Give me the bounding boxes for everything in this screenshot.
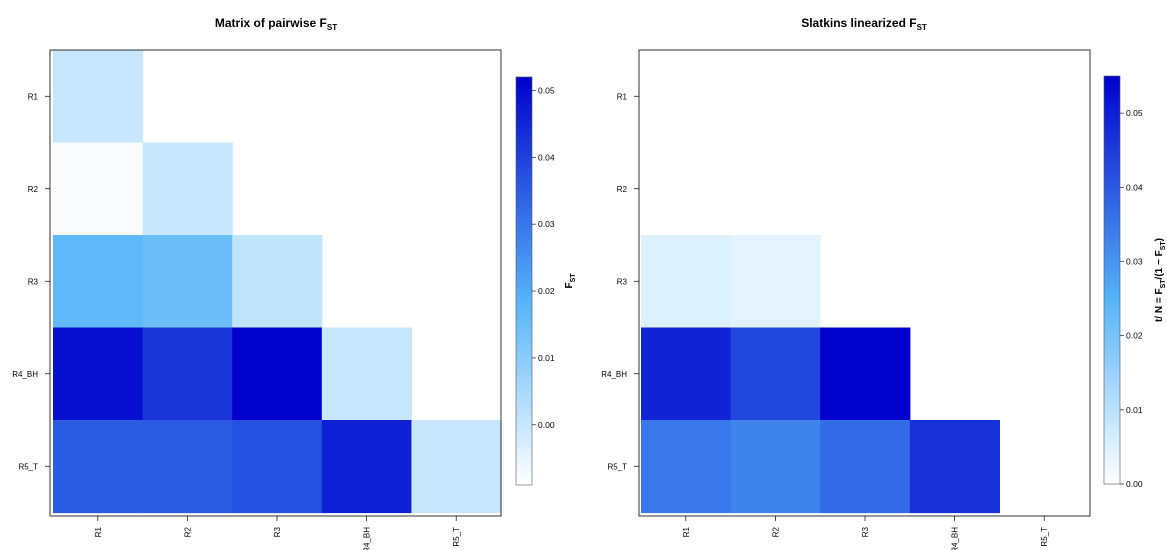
colorbar-tick-label: 0.01 <box>538 353 555 363</box>
heatmap-cell <box>820 420 911 514</box>
x-tick-label: R4_BH <box>363 527 372 550</box>
colorbar <box>515 76 533 486</box>
x-tick-label: R1 <box>682 526 691 537</box>
heatmap-cell <box>730 420 821 514</box>
y-tick-label: R3 <box>617 277 628 286</box>
heatmap-cell <box>232 327 323 421</box>
heatmap-cell <box>321 327 412 421</box>
heatmap-cell <box>53 142 144 236</box>
chart-title: Slatkins linearized FST <box>801 16 927 32</box>
colorbar-ticks: 0.00 0.01 0.02 0.03 0.04 0.05 <box>1120 108 1143 489</box>
heatmap-cell <box>142 327 233 421</box>
heatmap-cell <box>909 420 1000 514</box>
heatmap-cell <box>232 235 323 329</box>
y-tick-label: R3 <box>28 277 39 286</box>
heatmap-cells <box>53 50 502 514</box>
heatmap-cell <box>142 420 233 514</box>
heatmap-cell <box>730 327 821 421</box>
heatmap-cell <box>53 235 144 329</box>
colorbar-title: FST <box>564 273 577 289</box>
y-tick-label: R4_BH <box>601 370 627 379</box>
x-tick-label: R2 <box>771 526 780 537</box>
axis-ticks: R1 R2 R3 R4_BH R5_T R1 R2 R3 R4_BH R5_T <box>601 92 1049 550</box>
x-tick-label: R2 <box>183 526 192 537</box>
y-tick-label: R5_T <box>607 462 627 471</box>
chart-panel-slatkin-fst: Slatkins linearized FST R1R2R3R4_BHR5_TR… <box>601 16 1167 550</box>
x-tick-label: R1 <box>94 526 103 537</box>
y-tick-label: R1 <box>28 92 39 101</box>
heatmap-cell <box>232 420 323 514</box>
heatmap-cell <box>641 235 732 329</box>
y-tick-label: R4_BH <box>12 370 38 379</box>
colorbar-tick-label: 0.02 <box>538 286 555 296</box>
colorbar-tick-label: 0.04 <box>1126 182 1143 192</box>
colorbar-tick-label: 0.05 <box>538 85 555 95</box>
colorbar-tick-label: 0.03 <box>1126 256 1143 266</box>
axis-ticks: R1 R2 R3 R4_BH R5_T R1 R2 R3 R4_BH R5_T <box>12 92 461 550</box>
colorbar-tick-label: 0.00 <box>1126 479 1143 489</box>
heatmap-cell <box>641 420 732 514</box>
colorbar-tick-label: 0.04 <box>538 152 555 162</box>
colorbar-ticks: 0.00 0.01 0.02 0.03 0.04 0.05 <box>532 85 555 430</box>
colorbar-title: t/ N = FST/(1 − FST) <box>1154 238 1167 322</box>
colorbar-tick-label: 0.05 <box>1126 108 1143 118</box>
heatmap-cell <box>321 420 412 514</box>
colorbar-tick-label: 0.03 <box>538 219 555 229</box>
heatmap-cell <box>730 235 821 329</box>
heatmap-cell <box>53 50 144 144</box>
chart-panel-pairwise-fst: Matrix of pairwise FST R1R2R3R4_BHR5_TR1… <box>12 16 577 550</box>
plot-frame <box>638 49 1091 517</box>
x-tick-label: R5_T <box>1040 527 1049 547</box>
x-tick-label: R5_T <box>452 527 461 547</box>
colorbar <box>1103 75 1121 485</box>
plot-frame <box>49 49 502 517</box>
chart-title: Matrix of pairwise FST <box>215 16 337 32</box>
y-tick-label: R2 <box>617 185 628 194</box>
heatmap-cell <box>142 235 233 329</box>
heatmap-cell <box>53 420 144 514</box>
heatmap-cell <box>641 327 732 421</box>
heatmap-cell <box>53 327 144 421</box>
x-tick-label: R4_BH <box>951 527 960 550</box>
colorbar-tick-label: 0.00 <box>538 420 555 430</box>
heatmap-cell <box>142 142 233 236</box>
x-tick-label: R3 <box>861 526 870 537</box>
x-tick-label: R3 <box>273 526 282 537</box>
y-tick-label: R1 <box>617 92 628 101</box>
y-tick-label: R2 <box>28 185 39 194</box>
colorbar-tick-label: 0.02 <box>1126 331 1143 341</box>
colorbar-tick-label: 0.01 <box>1126 405 1143 415</box>
y-tick-label: R5_T <box>18 462 38 471</box>
heatmap-cells <box>641 235 1000 514</box>
heatmap-cell <box>820 327 911 421</box>
heatmap-cell <box>411 420 502 514</box>
